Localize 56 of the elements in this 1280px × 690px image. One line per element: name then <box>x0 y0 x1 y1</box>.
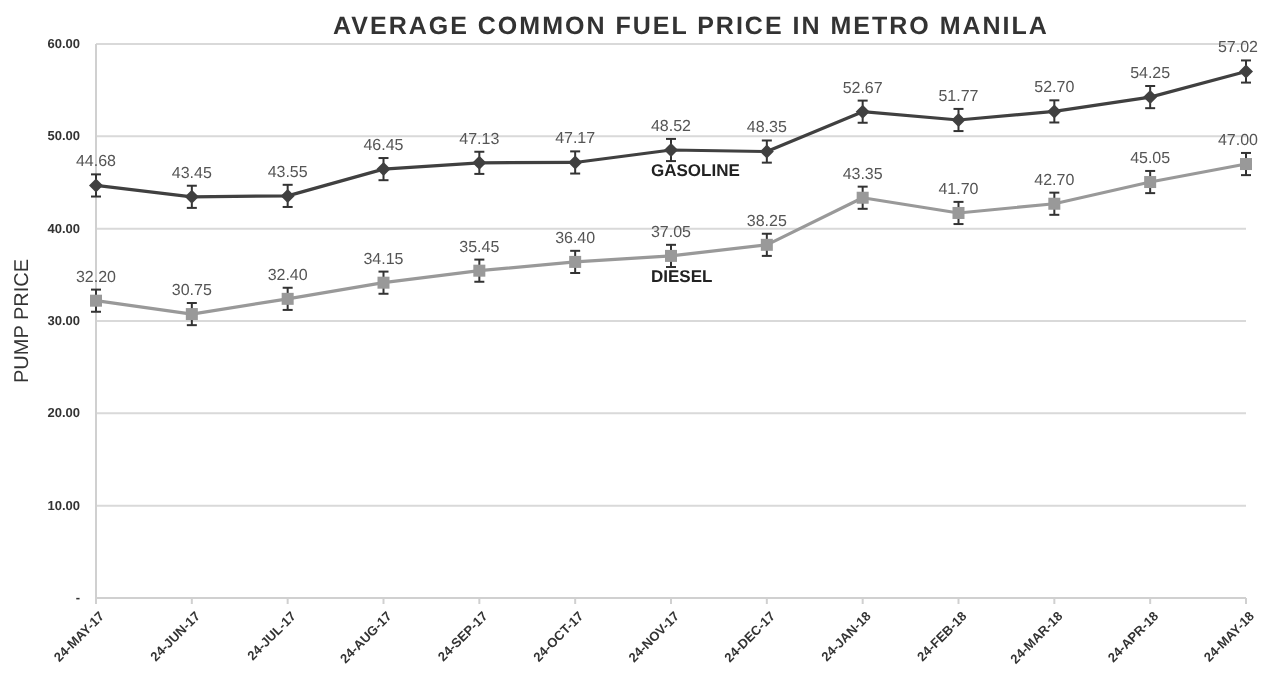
point <box>569 255 582 268</box>
point <box>1048 197 1061 210</box>
point <box>1144 176 1157 189</box>
data-label: 34.15 <box>363 249 405 268</box>
data-label: 45.05 <box>1130 148 1172 167</box>
data-label: 41.70 <box>938 179 980 198</box>
series-label: GASOLINE <box>651 160 741 180</box>
point <box>1240 158 1252 171</box>
point <box>280 188 295 203</box>
point <box>1143 90 1158 105</box>
data-label: 36.40 <box>555 228 597 247</box>
data-label: 52.70 <box>1034 78 1076 97</box>
point <box>856 191 869 204</box>
data-label: 44.68 <box>75 152 118 171</box>
point <box>185 308 198 321</box>
point <box>760 238 773 251</box>
data-label: 43.55 <box>267 162 309 181</box>
point <box>951 112 966 127</box>
point <box>472 155 487 170</box>
data-label: 38.25 <box>746 211 788 230</box>
data-label: 47.17 <box>555 129 597 148</box>
data-label: 43.35 <box>842 164 884 183</box>
point <box>664 143 678 157</box>
data-label: 54.25 <box>1130 64 1172 83</box>
point <box>473 264 486 277</box>
data-label: 43.45 <box>171 163 213 182</box>
data-label: 30.75 <box>171 280 213 299</box>
point <box>376 162 391 177</box>
point <box>759 144 774 159</box>
data-label: 47.00 <box>1217 130 1260 149</box>
data-label: 35.45 <box>459 237 501 256</box>
series-label: DIESEL <box>651 265 713 286</box>
point <box>568 155 583 170</box>
point <box>184 189 199 204</box>
point <box>89 178 103 193</box>
data-label: 32.20 <box>75 267 118 286</box>
data-label: 47.13 <box>459 129 501 148</box>
point <box>377 276 390 289</box>
point <box>665 249 677 262</box>
data-label: 48.52 <box>650 116 693 135</box>
point <box>281 292 294 305</box>
data-label: 37.05 <box>650 222 693 241</box>
point <box>1239 64 1253 79</box>
point <box>90 294 102 307</box>
data-label: 48.35 <box>746 118 788 137</box>
point <box>1047 104 1062 119</box>
data-label: 57.02 <box>1217 38 1260 57</box>
data-label: 32.40 <box>267 265 309 284</box>
chart-title: AVERAGE COMMON FUEL PRICE IN METRO MANILA <box>333 12 1049 40</box>
data-label: 46.45 <box>363 136 405 155</box>
data-label: 51.77 <box>938 86 980 105</box>
y-axis-title: PUMP PRICE <box>12 258 34 384</box>
data-label: 42.70 <box>1034 170 1076 189</box>
data-label: 52.67 <box>842 78 884 97</box>
point <box>952 206 965 219</box>
point <box>855 104 870 119</box>
